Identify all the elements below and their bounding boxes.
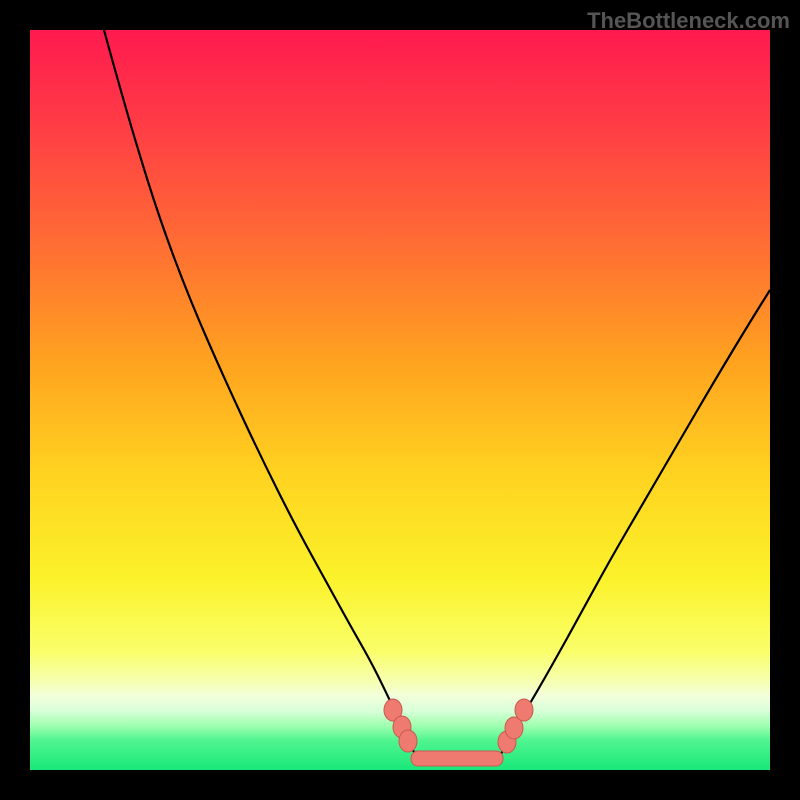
right-curve — [500, 290, 770, 756]
marker-group — [384, 699, 533, 766]
marker-dot — [399, 730, 417, 752]
chart-plot-area — [30, 30, 770, 770]
marker-dot — [515, 699, 533, 721]
marker-valley-bar — [411, 751, 503, 766]
chart-svg-layer — [30, 30, 770, 770]
watermark-text: TheBottleneck.com — [587, 8, 790, 34]
left-curve — [104, 30, 416, 756]
